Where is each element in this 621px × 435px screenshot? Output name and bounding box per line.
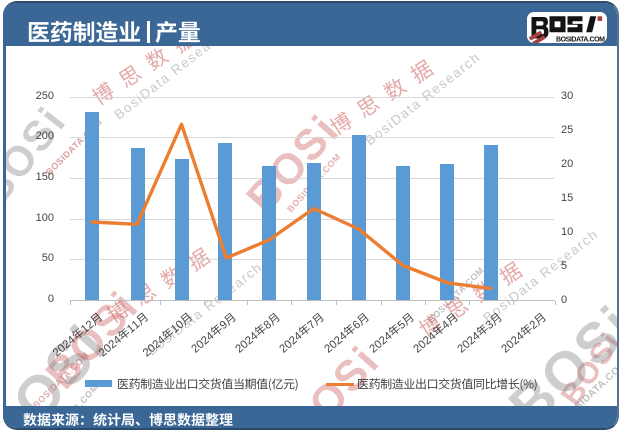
- svg-text:BOSIDATA.COM: BOSIDATA.COM: [556, 37, 605, 43]
